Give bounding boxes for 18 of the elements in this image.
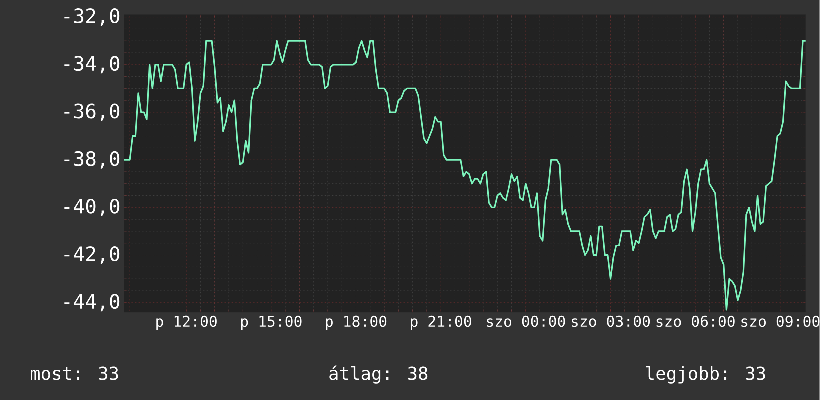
x-tick-label: p 21:00: [411, 316, 472, 330]
x-tick-label: p 12:00: [156, 316, 217, 330]
y-tick-label: -32,0: [64, 8, 120, 26]
y-tick-label: -42,0: [64, 246, 120, 264]
x-tick-label: szo 06:00: [656, 316, 735, 328]
text: most: 33: [31, 366, 118, 380]
y-tick-label: -36,0: [64, 104, 120, 122]
y-tick-label: -44,0: [64, 294, 120, 312]
x-tick-label: szo 03:00: [572, 316, 650, 328]
x-tick-label: p 15:00: [241, 316, 302, 330]
text: átlag: 38: [330, 366, 428, 384]
y-tick-label: -38,0: [64, 151, 120, 169]
y-tick-label: -40,0: [64, 198, 120, 216]
x-tick-label: p 18:00: [326, 316, 387, 330]
x-tick-label: szo 00:00: [487, 316, 566, 328]
text: legjobb: 33: [646, 366, 766, 384]
y-tick-label: -34,0: [64, 56, 120, 74]
x-tick-label: szo 09:00: [742, 316, 820, 328]
